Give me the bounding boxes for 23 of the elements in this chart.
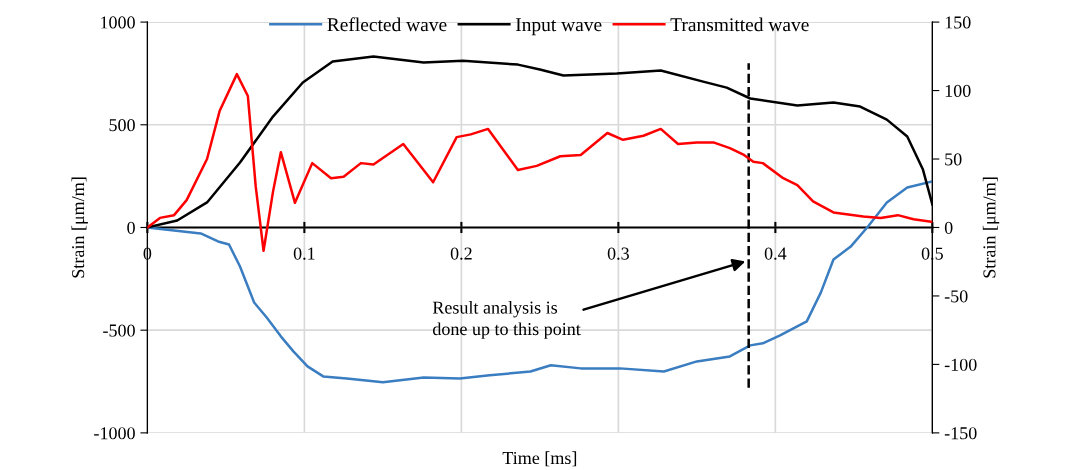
y-tick-label: -500: [103, 324, 135, 337]
y-tick-label: 1000: [101, 16, 135, 29]
legend-label: Transmitted wave: [670, 17, 809, 32]
y2-tick-label: 150: [945, 16, 971, 29]
y2-tick-label: -50: [944, 290, 968, 303]
x-tick-label: 0.2: [450, 247, 472, 260]
y2-tick-label: 100: [945, 84, 971, 97]
y2-axis-title: Strain [μm/m]: [982, 177, 1000, 278]
y-tick-label: -1000: [94, 427, 135, 440]
x-tick-label: 0.1: [293, 247, 315, 260]
x-tick-label: 0.4: [764, 247, 787, 260]
y-tick-label: 500: [109, 119, 135, 132]
y2-tick-label: 0: [944, 221, 953, 234]
annotation: Result analysis is done up to this point: [432, 301, 581, 339]
y2-tick-label: -150: [944, 427, 977, 440]
y-tick-label: 0: [127, 221, 135, 234]
x-tick-label: 0.3: [607, 247, 629, 260]
legend-label: Reflected wave: [327, 17, 447, 32]
y2-tick-label: -100: [944, 358, 977, 371]
y-axis-title: Strain [μm/m]: [71, 177, 88, 278]
legend-label: Input wave: [515, 18, 602, 36]
x-axis-title: Time [ms]: [502, 451, 577, 467]
y2-tick-label: 50: [945, 153, 962, 166]
